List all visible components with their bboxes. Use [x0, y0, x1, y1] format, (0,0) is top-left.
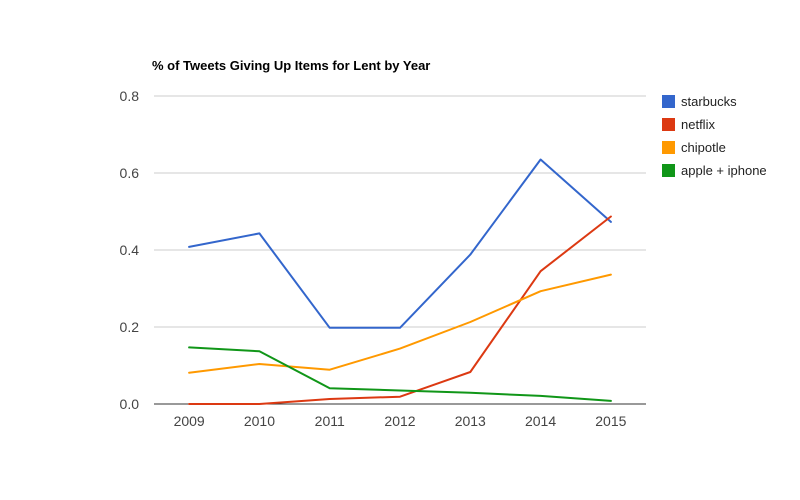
- legend-swatch: [662, 95, 675, 108]
- y-tick-label: 0.0: [120, 396, 140, 412]
- legend-swatch: [662, 141, 675, 154]
- legend: starbucks netflix chipotle apple + iphone: [662, 94, 767, 178]
- legend-label: starbucks: [681, 94, 737, 109]
- x-tick-label: 2014: [525, 413, 556, 429]
- chart-title: % of Tweets Giving Up Items for Lent by …: [152, 58, 430, 73]
- legend-label: chipotle: [681, 140, 726, 155]
- series-line-chipotle: [188, 273, 612, 374]
- series-line-netflix: [188, 215, 612, 405]
- legend-swatch: [662, 164, 675, 177]
- series-line-starbucks: [188, 158, 612, 329]
- y-tick-label: 0.4: [120, 242, 140, 258]
- y-tick-label: 0.2: [120, 319, 140, 335]
- x-axis-ticks: 2009 2010 2011 2012 2013 2014 2015: [174, 413, 627, 429]
- y-tick-label: 0.8: [120, 88, 140, 104]
- legend-swatch: [662, 118, 675, 131]
- series-line-apple-iphone: [188, 346, 612, 402]
- x-tick-label: 2011: [315, 413, 345, 429]
- y-axis-ticks: 0.0 0.2 0.4 0.6 0.8: [120, 88, 140, 412]
- x-tick-label: 2009: [174, 413, 205, 429]
- x-tick-label: 2013: [455, 413, 486, 429]
- grid-lines: [154, 95, 646, 405]
- series-lines: [188, 158, 612, 405]
- x-tick-label: 2010: [244, 413, 275, 429]
- x-tick-label: 2015: [595, 413, 626, 429]
- y-tick-label: 0.6: [120, 165, 140, 181]
- legend-label: apple + iphone: [681, 163, 767, 178]
- legend-label: netflix: [681, 117, 715, 132]
- x-tick-label: 2012: [384, 413, 415, 429]
